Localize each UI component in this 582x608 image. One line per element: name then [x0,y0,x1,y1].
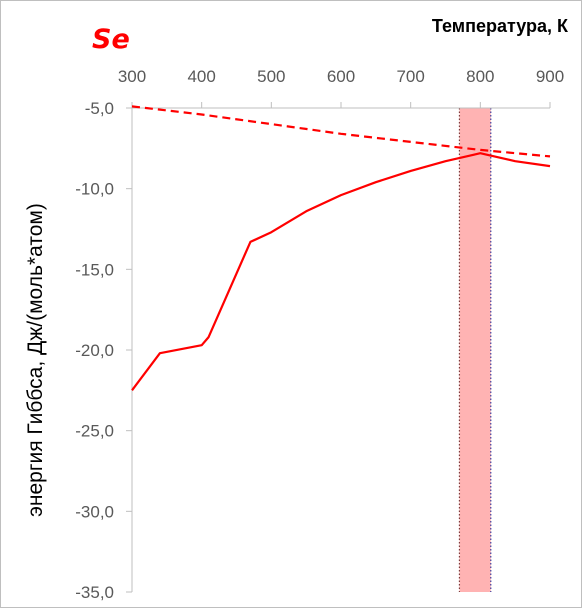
x-tick-label: 300 [118,67,146,86]
y-tick-label: -10,0 [75,180,114,199]
y-tick-label: -30,0 [75,502,114,521]
y-tick-label: -20,0 [75,341,114,360]
dashed-series-line [131,105,551,158]
highlight-band [459,108,491,592]
x-tick-label: 600 [327,67,355,86]
y-tick-label: -15,0 [75,260,114,279]
y-tick-label: -5,0 [85,99,114,118]
x-tick-label: 800 [466,67,494,86]
x-tick-label: 700 [396,67,424,86]
chart-title: Se [92,24,130,55]
y-tick-label: -35,0 [75,583,114,602]
y-axis-title: энергия Гиббса, Дж/(моль*атом) [24,203,47,517]
solid-series-line [131,152,551,391]
x-tick-label: 500 [257,67,285,86]
y-tick-label: -25,0 [75,422,114,441]
x-axis-title: Температура, К [432,16,569,36]
x-tick-label: 900 [536,67,564,86]
x-tick-label: 400 [187,67,215,86]
